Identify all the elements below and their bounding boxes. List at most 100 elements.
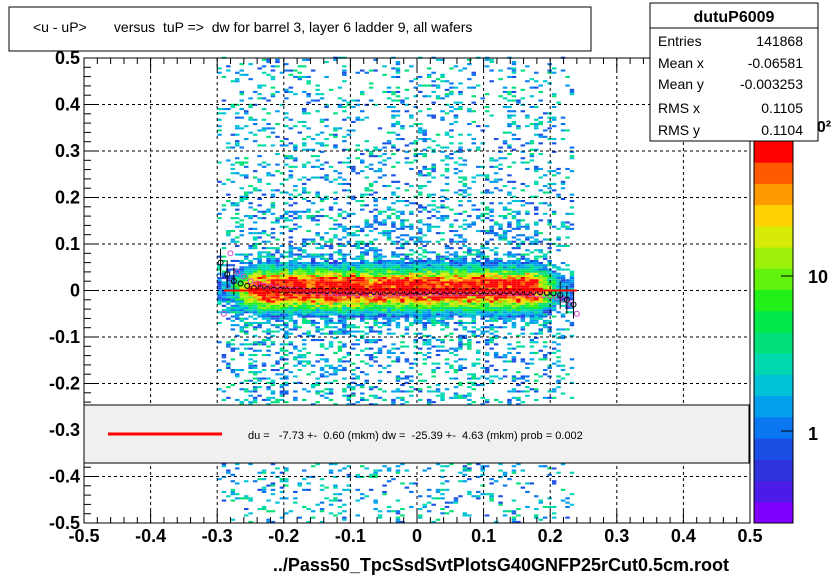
heat-cell xyxy=(248,264,253,267)
heat-cell xyxy=(471,373,476,376)
heat-cell xyxy=(511,247,517,250)
heat-cell xyxy=(471,281,476,284)
heat-cell xyxy=(310,274,316,277)
heat-cell xyxy=(297,262,302,265)
heat-cell xyxy=(346,270,352,273)
heat-cell xyxy=(418,268,423,271)
heat-cell xyxy=(368,281,374,284)
heat-cell xyxy=(386,131,392,134)
heat-cell xyxy=(293,364,298,367)
heat-cell xyxy=(324,257,329,260)
heat-cell xyxy=(498,356,503,359)
heat-cell xyxy=(386,510,392,513)
heat-cell xyxy=(520,281,526,284)
heat-cell xyxy=(315,84,320,87)
heat-cell xyxy=(270,75,276,78)
heat-cell xyxy=(418,232,423,235)
heat-cell xyxy=(404,266,410,269)
heat-cell xyxy=(364,148,369,151)
heat-cell xyxy=(373,103,378,106)
heat-cell xyxy=(217,279,222,282)
heat-cell xyxy=(471,298,476,301)
heat-cell xyxy=(493,259,499,262)
heat-cell xyxy=(284,272,289,275)
heat-cell xyxy=(257,259,262,262)
heat-cell xyxy=(293,311,298,314)
heat-cell xyxy=(462,480,468,483)
heat-cell xyxy=(395,309,401,312)
heat-cell xyxy=(248,116,253,119)
heat-cell xyxy=(239,302,244,305)
heat-cell xyxy=(302,469,307,472)
heat-cell xyxy=(471,272,476,275)
heat-cell xyxy=(235,398,240,401)
heat-cell xyxy=(333,321,338,324)
heat-cell xyxy=(516,313,521,316)
heat-cell xyxy=(400,264,405,267)
heat-cell xyxy=(368,99,374,102)
heat-cell xyxy=(328,165,334,168)
heat-cell xyxy=(409,161,414,164)
heat-cell xyxy=(364,373,369,376)
heat-cell xyxy=(360,285,365,288)
heat-cell xyxy=(337,298,343,301)
heat-cell xyxy=(297,283,302,286)
heat-cell xyxy=(288,351,294,354)
heat-cell xyxy=(284,330,289,333)
heat-cell xyxy=(306,255,311,258)
heat-cell xyxy=(493,311,499,314)
heat-cell xyxy=(493,281,499,284)
heat-cell xyxy=(355,272,360,275)
heat-cell xyxy=(507,90,512,93)
heat-cell xyxy=(217,272,222,275)
heat-cell xyxy=(248,497,253,500)
heat-cell xyxy=(293,307,298,310)
heat-cell xyxy=(484,110,490,113)
heat-cell xyxy=(257,379,262,382)
heat-cell xyxy=(373,197,378,200)
heat-cell xyxy=(252,296,258,299)
heat-cell xyxy=(409,238,414,241)
heat-cell xyxy=(400,463,405,466)
heat-cell xyxy=(364,272,369,275)
heat-cell xyxy=(431,270,436,273)
heat-cell xyxy=(235,482,240,485)
heat-cell xyxy=(284,384,289,387)
heat-cell xyxy=(471,138,476,141)
heat-cell xyxy=(306,313,311,316)
heat-cell xyxy=(462,311,468,314)
heat-cell xyxy=(342,236,347,239)
heat-cell xyxy=(360,93,365,96)
heat-cell xyxy=(480,253,485,256)
heat-cell xyxy=(440,204,445,207)
heat-cell xyxy=(529,242,535,245)
heat-cell xyxy=(386,324,392,327)
heat-cell xyxy=(235,274,240,277)
heat-cell xyxy=(328,388,334,391)
heat-cell xyxy=(235,244,240,247)
heat-cell xyxy=(288,307,294,310)
heat-cell xyxy=(266,345,271,348)
heat-cell xyxy=(453,253,459,256)
heat-cell xyxy=(534,351,539,354)
heat-cell xyxy=(516,223,521,226)
heat-cell xyxy=(217,388,222,391)
heat-cell xyxy=(525,277,530,280)
heat-cell xyxy=(435,255,441,258)
heat-cell xyxy=(377,255,383,258)
heat-cell xyxy=(293,358,298,361)
heat-cell xyxy=(395,120,401,123)
heat-cell xyxy=(288,292,294,295)
heat-cell xyxy=(511,110,517,113)
heat-cell xyxy=(507,347,512,350)
heat-cell xyxy=(444,182,450,185)
heat-cell xyxy=(377,351,383,354)
heat-cell xyxy=(270,302,276,305)
heat-cell xyxy=(310,465,316,468)
heat-cell xyxy=(377,167,383,170)
heat-cell xyxy=(230,240,236,243)
heat-cell xyxy=(511,302,517,305)
heat-cell xyxy=(413,195,418,198)
heat-cell xyxy=(261,300,267,303)
heat-cell xyxy=(476,490,481,493)
